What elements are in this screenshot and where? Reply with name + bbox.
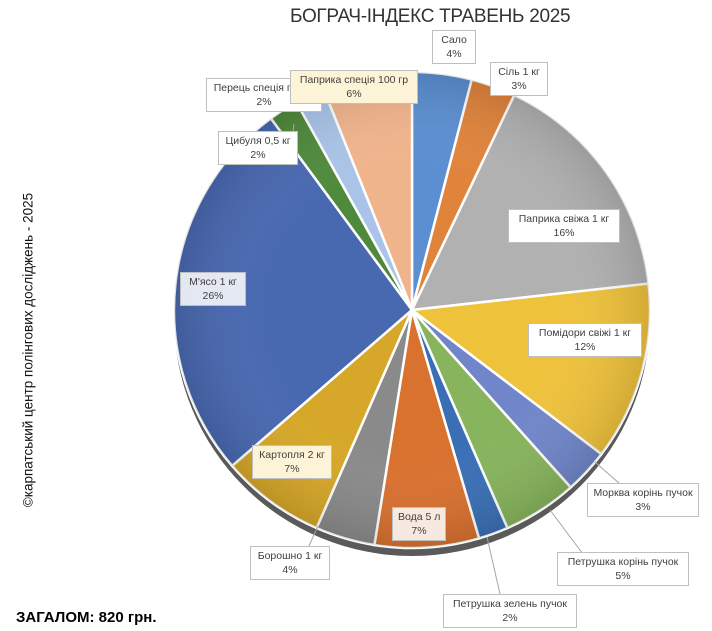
data-label-2: Сіль 1 кг 3% [490, 62, 548, 96]
total-label: ЗАГАЛОМ: 820 грн. [16, 609, 157, 626]
data-label-value: 3% [635, 501, 651, 513]
data-label-value: 26% [202, 290, 224, 302]
data-label-name: Сало [441, 34, 467, 46]
data-label-name: Вода 5 л [398, 511, 441, 523]
data-label-name: Петрушка зелень пучок [452, 598, 567, 610]
data-label-value: 2% [250, 149, 266, 161]
data-label-11: М'ясо 1 кг 26% [180, 272, 246, 306]
data-label-value: 7% [411, 525, 427, 537]
data-label-name: Картопля 2 кг [259, 449, 325, 461]
data-label-14: Паприка спеція 100 гр 6% [290, 70, 418, 104]
data-label-value: 5% [615, 570, 631, 582]
data-label-value: 2% [502, 612, 518, 624]
data-label-6: Петрушка корінь пучок 5% [557, 552, 689, 586]
data-label-7: Петрушка зелень пучок 2% [443, 594, 577, 628]
data-label-name: Борошно 1 кг [257, 550, 323, 562]
data-label-name: Паприка спеція 100 гр [299, 74, 409, 86]
data-label-name: Сіль 1 кг [498, 66, 540, 78]
data-label-value: 3% [511, 80, 527, 92]
data-label-value: 7% [284, 463, 300, 475]
data-label-name: Перець спеція пачка [213, 82, 315, 94]
data-label-name: Петрушка корінь пучок [567, 556, 679, 568]
leader-line-7 [486, 536, 501, 595]
data-label-10: Картопля 2 кг 7% [252, 445, 332, 479]
data-label-value: 4% [446, 48, 462, 60]
data-label-9: Борошно 1 кг 4% [250, 546, 330, 580]
data-label-value: 12% [574, 341, 596, 353]
data-label-5: Морква корінь пучок 3% [587, 483, 699, 517]
data-label-name: Цибуля 0,5 кг [225, 135, 291, 147]
data-label-value: 16% [553, 227, 575, 239]
data-label-name: М'ясо 1 кг [189, 276, 237, 288]
data-label-3: Паприка свіжа 1 кг 16% [508, 209, 620, 243]
data-label-value: 2% [256, 96, 272, 108]
data-label-12: Цибуля 0,5 кг 2% [218, 131, 298, 165]
data-label-name: Морква корінь пучок [593, 487, 693, 499]
leader-line-9 [307, 525, 319, 549]
leader-line-5 [594, 461, 621, 485]
data-label-value: 6% [346, 88, 362, 100]
data-label-1: Сало 4% [432, 30, 476, 64]
data-label-8: Вода 5 л 7% [392, 507, 446, 541]
data-label-name: Помідори свіжі 1 кг [538, 327, 632, 339]
data-label-value: 4% [282, 564, 298, 576]
chart-title: БОГРАЧ-ІНДЕКС ТРАВЕНЬ 2025 [290, 6, 571, 27]
leader-line-6 [549, 509, 584, 555]
data-label-name: Паприка свіжа 1 кг [518, 213, 610, 225]
data-label-4: Помідори свіжі 1 кг 12% [528, 323, 642, 357]
